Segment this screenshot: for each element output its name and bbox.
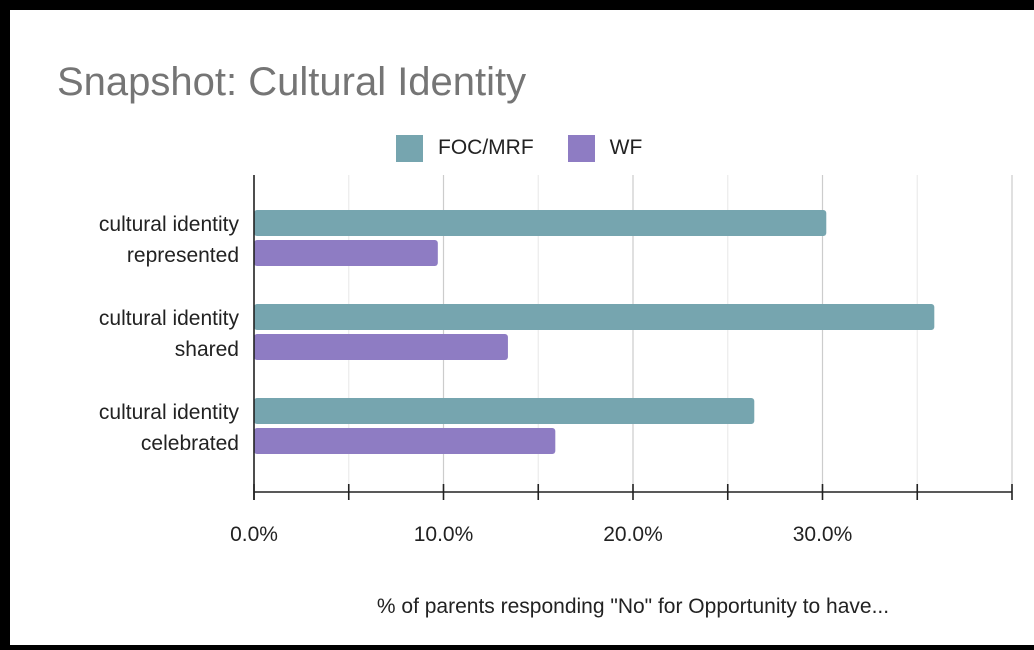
- x-tick-label: 10.0%: [414, 523, 474, 546]
- bar-foc-mrf: [254, 398, 755, 424]
- x-tick-label: 30.0%: [793, 523, 853, 546]
- category-label: celebrated: [141, 432, 239, 455]
- chart-title: Snapshot: Cultural Identity: [57, 60, 527, 104]
- category-label: cultural identity: [99, 307, 240, 330]
- bar-foc-mrf: [254, 210, 827, 236]
- x-axis-title: % of parents responding "No" for Opportu…: [377, 595, 889, 618]
- legend-label-wf: WF: [609, 136, 643, 159]
- bar-wf: [254, 334, 508, 360]
- legend-item-wf: WF: [567, 134, 643, 162]
- legend-item-foc-mrf: FOC/MRF: [396, 134, 534, 162]
- legend-label-foc-mrf: FOC/MRF: [438, 136, 534, 159]
- legend-swatch-foc-mrf: [396, 134, 423, 162]
- x-tick-label: 20.0%: [603, 523, 663, 546]
- legend: FOC/MRF WF: [396, 134, 676, 162]
- category-label: shared: [175, 338, 239, 361]
- bar-foc-mrf: [254, 304, 935, 330]
- category-label: represented: [127, 244, 239, 267]
- category-label: cultural identity: [99, 213, 240, 236]
- legend-swatch-wf: [567, 134, 595, 162]
- bar-wf: [254, 240, 438, 266]
- x-tick-label: 0.0%: [230, 523, 278, 546]
- bar-wf: [254, 428, 556, 454]
- category-label: cultural identity: [99, 401, 240, 424]
